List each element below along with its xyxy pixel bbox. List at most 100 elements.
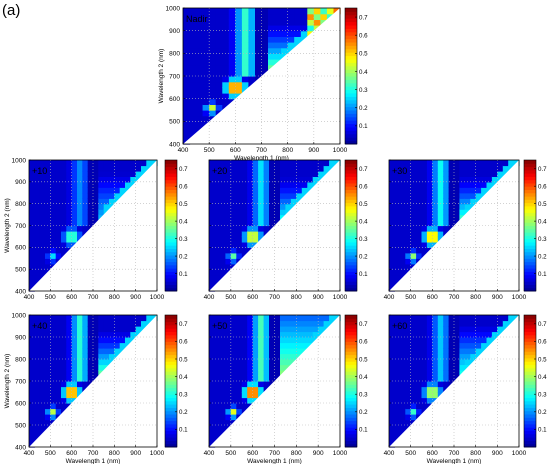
heatmap-cell	[61, 364, 67, 371]
heatmap-cell	[55, 252, 62, 259]
heatmap-cell	[399, 353, 406, 360]
y-tick-label: 1000	[12, 312, 27, 319]
colorbar: 0.10.20.30.40.50.60.7	[344, 7, 368, 145]
colorbar-segment	[345, 169, 357, 174]
colorbar-segment	[524, 423, 536, 428]
heatmap-cell	[125, 160, 131, 167]
heatmap-cell	[45, 326, 51, 333]
heatmap-cell	[98, 342, 105, 349]
heatmap-panel-2: 400 500 600 700 800 900 1000400500600700800900…	[4, 157, 188, 301]
colorbar-tick-label: 0.3	[179, 236, 188, 243]
heatmap-cell	[93, 359, 99, 366]
heatmap-cell	[437, 348, 444, 355]
heatmap-cell	[189, 81, 197, 88]
colorbar-segment	[524, 202, 536, 207]
heatmap-cell	[61, 247, 67, 254]
heatmap-cell	[183, 64, 191, 71]
heatmap-cell	[416, 247, 423, 254]
heatmap-cell	[45, 331, 51, 338]
heatmap-cell	[475, 326, 482, 333]
heatmap-cell	[394, 160, 401, 167]
heatmap-cell	[61, 342, 67, 349]
heatmap-cell	[66, 326, 73, 333]
heatmap-cell	[66, 176, 73, 183]
heatmap-cell	[248, 70, 256, 77]
heatmap-cell	[294, 36, 302, 43]
colorbar-tick-label: 0.1	[179, 271, 188, 278]
heatmap-cell	[219, 225, 226, 232]
heatmap-cell	[241, 359, 248, 366]
heatmap-cell	[87, 331, 94, 338]
heatmap-cell	[426, 160, 433, 167]
heatmap-cell	[103, 176, 110, 183]
heatmap-cell	[189, 93, 197, 100]
heatmap-cell	[82, 203, 89, 210]
heatmap-cell	[432, 364, 439, 371]
heatmap-cell	[437, 353, 444, 360]
colorbar-segment	[345, 48, 357, 53]
heatmap-cell	[454, 203, 460, 210]
heatmap-cell	[247, 220, 254, 227]
heatmap-cell	[98, 192, 105, 199]
heatmap-cell	[119, 181, 126, 188]
heatmap-cell	[50, 252, 57, 259]
x-tick-label: 600	[66, 294, 77, 301]
heatmap-cell	[29, 414, 35, 421]
heatmap-cell	[261, 25, 269, 32]
heatmap-cell	[290, 176, 297, 183]
colorbar-tick-label: 0.2	[359, 253, 368, 260]
heatmap-cell	[39, 231, 46, 238]
heatmap-cell	[71, 353, 78, 360]
heatmap-cell	[410, 241, 417, 248]
heatmap-cell	[29, 192, 35, 199]
heatmap-cell	[222, 30, 230, 37]
heatmap-cell	[61, 203, 67, 210]
colorbar-segment	[524, 407, 536, 412]
heatmap-cell	[389, 241, 395, 248]
x-tick-label: 700	[256, 147, 267, 154]
heatmap-cell	[236, 408, 243, 415]
x-tick-label: 500	[204, 147, 215, 154]
heatmap-cell	[34, 370, 41, 377]
colorbar-tick-label: 0.5	[179, 201, 188, 208]
heatmap-cell	[247, 392, 254, 399]
heatmap-cell	[114, 320, 121, 327]
colorbar-segment	[165, 248, 177, 253]
heatmap-cell	[405, 214, 412, 221]
heatmap-cell	[114, 176, 121, 183]
heatmap-cell	[50, 165, 57, 172]
heatmap-cell	[236, 203, 243, 210]
colorbar-segment	[345, 25, 357, 29]
colorbar-segment	[345, 344, 357, 349]
colorbar-segment	[524, 218, 536, 223]
heatmap-cell	[252, 375, 259, 382]
heatmap-cell	[426, 209, 433, 216]
heatmap-cell	[209, 93, 217, 100]
colorbar-segment	[345, 69, 357, 74]
heatmap-cell	[389, 320, 395, 327]
heatmap-cell	[399, 425, 406, 432]
heatmap-cell	[209, 87, 217, 94]
heatmap-cell	[448, 331, 455, 338]
heatmap-cell	[71, 198, 78, 205]
colorbar-segment	[524, 232, 536, 236]
heatmap-cell	[50, 247, 57, 254]
heatmap-cell	[241, 241, 248, 248]
x-tick-label: 700	[88, 450, 99, 457]
heatmap-cell	[421, 364, 428, 371]
heatmap-cell	[318, 315, 325, 322]
heatmap-cell	[426, 353, 433, 360]
heatmap-cell	[241, 47, 249, 54]
heatmap-cell	[241, 81, 249, 88]
heatmap-cell	[82, 353, 89, 360]
heatmap-cell	[274, 331, 281, 338]
heatmap-cell	[241, 353, 248, 360]
heatmap-cell	[290, 181, 297, 188]
heatmap-cell	[399, 220, 406, 227]
heatmap-cell	[228, 36, 236, 43]
colorbar-segment	[524, 196, 536, 200]
y-tick-label: 600	[15, 400, 26, 407]
colorbar-segment	[524, 400, 536, 405]
heatmap-cell	[209, 375, 216, 382]
